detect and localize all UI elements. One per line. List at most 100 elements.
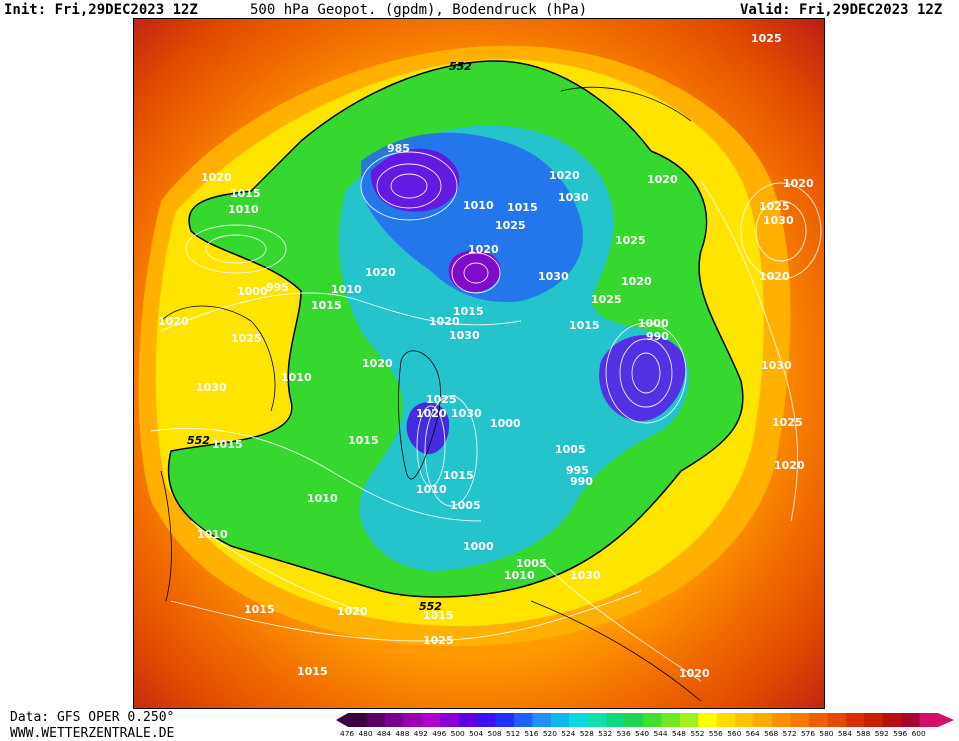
- isobar-label: 1020: [679, 667, 710, 680]
- scale-swatch: [661, 713, 681, 727]
- isobar-label: 1025: [751, 32, 782, 45]
- scale-tick-label: 500: [450, 729, 465, 738]
- scale-tick-label: 560: [727, 729, 742, 738]
- scale-tick-label: 568: [764, 729, 779, 738]
- isobar-labels: 985 1010 1015 1020 1030 1025 1020 1030 1…: [158, 32, 814, 680]
- scale-tick-label: 492: [413, 729, 428, 738]
- scale-tick-label: 496: [432, 729, 447, 738]
- isobar-label: 1015: [311, 299, 342, 312]
- isobar-label: 1015: [230, 187, 261, 200]
- isobar-label: 1030: [449, 329, 480, 342]
- scale-swatch: [716, 713, 736, 727]
- isobar-label: 1020: [201, 171, 232, 184]
- isobar-label: 1030: [558, 191, 589, 204]
- isobar-label: 1015: [212, 438, 243, 451]
- scale-swatch: [550, 713, 570, 727]
- scale-swatch: [698, 713, 718, 727]
- scale-swatch: [753, 713, 773, 727]
- isobar-label: 1020: [468, 243, 499, 256]
- scale-tick-label: 520: [542, 729, 557, 738]
- scale-swatch: [679, 713, 699, 727]
- isobar-label: 1010: [307, 492, 338, 505]
- scale-swatch: [790, 713, 810, 727]
- color-scale-bar: [336, 713, 954, 727]
- isobar-label: 1020: [647, 173, 678, 186]
- isobar-label: 1000: [638, 317, 669, 330]
- scale-max-arrow: [938, 713, 954, 727]
- isobar-label: 1005: [516, 557, 547, 570]
- scale-swatch: [643, 713, 662, 727]
- scale-swatch: [882, 713, 902, 727]
- isobar-label: 1000: [237, 285, 268, 298]
- scale-tick-label: 576: [800, 729, 816, 738]
- isobar-label: 1000: [490, 417, 521, 430]
- isobar-label: 985: [387, 142, 410, 155]
- isobar-label: 1000: [463, 540, 494, 553]
- isobar-label: 1030: [763, 214, 794, 227]
- scale-swatch: [421, 713, 441, 727]
- scale-swatch: [477, 713, 496, 727]
- scale-tick-label: 532: [598, 729, 613, 738]
- isobar-label: 1015: [423, 609, 454, 622]
- isobar-label: 1030: [451, 407, 482, 420]
- scale-swatch: [808, 713, 828, 727]
- contour-label-552: 552: [419, 600, 442, 613]
- isobar-label: 1030: [196, 381, 227, 394]
- scale-tick-label: 484: [376, 729, 391, 738]
- scale-tick-label: 600: [911, 729, 926, 738]
- isobar-label: 1005: [450, 499, 481, 512]
- scale-swatch: [624, 713, 644, 727]
- isobar-label: 1005: [555, 443, 586, 456]
- isobar-label: 1010: [281, 371, 312, 384]
- isobar-label: 1010: [416, 483, 447, 496]
- scale-tick-label: 512: [505, 729, 521, 738]
- scale-tick-label: 544: [653, 729, 668, 738]
- scale-tick-label: 528: [579, 729, 594, 738]
- isobar-label: 1020: [774, 459, 805, 472]
- isobar-label: 1015: [244, 603, 275, 616]
- scale-tick-label: 488: [395, 729, 410, 738]
- weather-map: 552 552 552 985 1010 1015 1020 1030 1025…: [133, 18, 825, 709]
- isobar-label: 990: [570, 475, 593, 488]
- isobar-label: 1020: [362, 357, 393, 370]
- isobar-label: 1020: [337, 605, 368, 618]
- scale-swatch: [569, 713, 589, 727]
- scale-swatch: [606, 713, 626, 727]
- scale-swatch: [458, 713, 478, 727]
- scale-tick-label: 588: [856, 729, 871, 738]
- scale-swatch: [864, 713, 884, 727]
- isobar-label: 1010: [228, 203, 259, 216]
- data-source-label: Data: GFS OPER 0.250°: [10, 710, 175, 725]
- isobar-label: 1015: [453, 305, 484, 318]
- isobar-label: 1020: [158, 315, 189, 328]
- contour-label-552: 552: [187, 434, 210, 447]
- isobar-label: 1020: [365, 266, 396, 279]
- scale-tick-label: 516: [524, 729, 539, 738]
- isobar-label: 1025: [615, 234, 646, 247]
- isobar-label: 1010: [463, 199, 494, 212]
- init-time-label: Init: Fri,29DEC2023 12Z: [4, 2, 198, 18]
- scale-tick-label: 552: [690, 729, 705, 738]
- low-center-east: [599, 334, 686, 421]
- contour-label-552: 552: [449, 60, 472, 73]
- isobar-label: 1025: [426, 393, 457, 406]
- scale-swatch: [845, 713, 865, 727]
- scale-tick-label: 572: [782, 729, 797, 738]
- scale-tick-label: 524: [561, 729, 576, 738]
- isobar-label: 1010: [197, 528, 228, 541]
- isobar-label: 1010: [504, 569, 535, 582]
- scale-swatch: [384, 713, 404, 727]
- isobar-label: 1015: [297, 665, 328, 678]
- isobar-label: 1030: [761, 359, 792, 372]
- coastlines: [160, 86, 702, 702]
- map-title: 500 hPa Geopot. (gpdm), Bodendruck (hPa): [250, 2, 588, 18]
- isobar-label: 1015: [507, 201, 538, 214]
- scale-tick-label: 548: [671, 729, 686, 738]
- isobar-label: 1015: [569, 319, 600, 332]
- isobar-label: 1015: [348, 434, 379, 447]
- isobar-label: 1025: [772, 416, 803, 429]
- isobar-label: 1030: [538, 270, 569, 283]
- scale-swatch: [495, 713, 515, 727]
- scale-min-arrow: [336, 713, 348, 727]
- isobar-label: 995: [266, 281, 289, 294]
